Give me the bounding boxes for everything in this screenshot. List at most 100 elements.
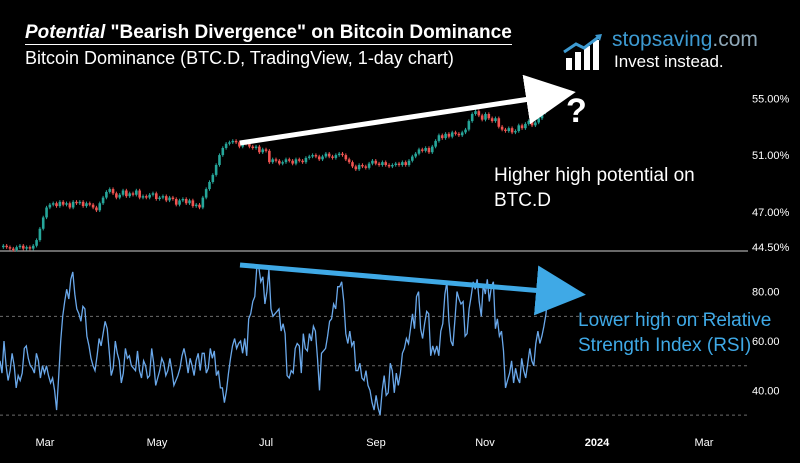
price-candle [238,142,241,147]
price-trend-arrow [239,74,576,146]
price-candle [327,153,331,157]
price-candle [8,247,12,249]
price-candle [181,199,185,201]
price-candle [164,196,168,201]
price-candle [221,148,225,156]
price-candle [98,203,102,211]
price-candle [470,114,474,122]
price-candle [450,132,454,137]
price-candle [171,197,175,199]
brand-name: stopsaving.com [612,28,758,52]
price-candle [28,247,32,249]
price-candle [314,155,318,157]
price-candle [278,160,281,164]
price-candle [411,156,414,161]
price-candle [537,118,540,123]
price-candle [95,207,98,211]
rsi-tick-label: 80.00 [752,287,780,299]
price-candle [354,166,358,170]
price-candle [474,111,477,114]
price-candle [125,190,128,197]
price-candle [307,156,311,158]
price-candle [524,123,527,129]
price-candle [371,160,374,164]
chart-subtitle: Bitcoin Dominance (BTC.D, TradingView, 1… [25,48,454,68]
price-candle [201,197,205,208]
price-candle [288,159,291,161]
price-candle [81,201,85,207]
price-candle [404,162,407,165]
price-candle [228,142,231,144]
price-candle [2,245,5,248]
price-candle [254,146,258,148]
price-candle [311,155,314,157]
price-candle [214,165,218,175]
price-candle [444,133,447,139]
price-candle [145,196,148,198]
price-candle [231,140,235,143]
price-candle [208,182,211,190]
price-candle [421,149,424,151]
price-candle [151,193,155,195]
price-candle [234,140,238,143]
price-candle [427,148,431,153]
price-candle [88,203,92,205]
title-rest: "Bearish Divergence" on Bitcoin Dominanc… [105,22,512,43]
price-candle [161,196,165,198]
price-candle [344,155,348,160]
price-candle [48,204,52,208]
price-candle [204,189,208,198]
price-candle [21,245,25,249]
x-tick-label: 2024 [585,437,610,449]
price-candle [118,194,122,198]
price-candle [357,165,361,170]
price-candle [5,245,8,248]
price-candle [460,132,464,136]
price-candle [35,240,38,246]
price-candle [487,114,491,119]
price-candle [331,156,334,158]
grid-layer [0,250,748,416]
price-candle [91,204,95,208]
price-candle [174,199,178,205]
price-candle [397,163,401,165]
price-candle [291,160,294,164]
price-candle [317,156,321,160]
price-candle [12,248,15,250]
axis-ticks: 55.00% 51.00% 47.00% 44.50% 80.00 60.00 40.00 M… [36,93,790,449]
price-candle [258,146,261,153]
price-candle [248,143,251,147]
price-candle [191,200,195,207]
price-candle [361,165,364,167]
price-candle [184,199,188,204]
price-candle [128,193,131,197]
price-candle [154,193,158,199]
price-candle [457,133,461,136]
price-candle [58,201,62,207]
price-candle [38,228,42,241]
price-candle [520,125,524,129]
x-tick-label: Jul [259,437,273,449]
price-candle [510,128,514,133]
chart-title: Potential "Bearish Divergence" on Bitcoi… [25,22,512,45]
price-candle [387,165,391,167]
price-candle [148,194,151,198]
price-candle [514,131,517,133]
price-candle [321,156,324,160]
price-candle [364,166,368,168]
price-candle [45,207,48,218]
price-candle [75,201,78,204]
price-candle [271,159,274,163]
x-tick-label: Sep [366,437,386,449]
price-candle [341,153,344,156]
question-mark: ? [566,92,587,130]
rsi-tick-label: 40.00 [752,385,780,397]
price-candle [71,201,75,208]
price-candle [111,189,115,194]
price-candle [274,159,278,161]
price-candle [168,197,171,201]
price-candle [540,112,544,119]
price-candle [407,160,411,165]
